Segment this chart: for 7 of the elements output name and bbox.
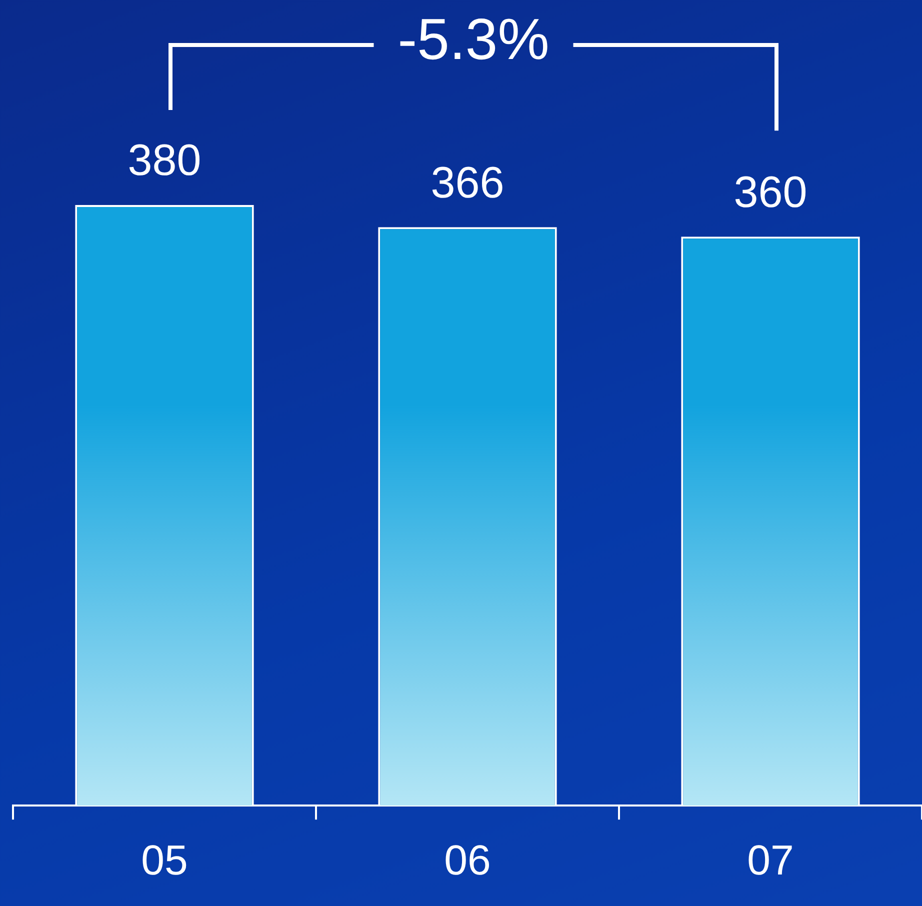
data-label: 380 — [128, 136, 202, 186]
x-tick-label: 06 — [444, 836, 491, 884]
data-label: 366 — [430, 158, 504, 208]
x-tick-label: 05 — [141, 836, 188, 884]
x-tick-label: 07 — [747, 836, 794, 884]
text: -5.3% — [398, 7, 550, 72]
data-label: 360 — [734, 168, 808, 217]
